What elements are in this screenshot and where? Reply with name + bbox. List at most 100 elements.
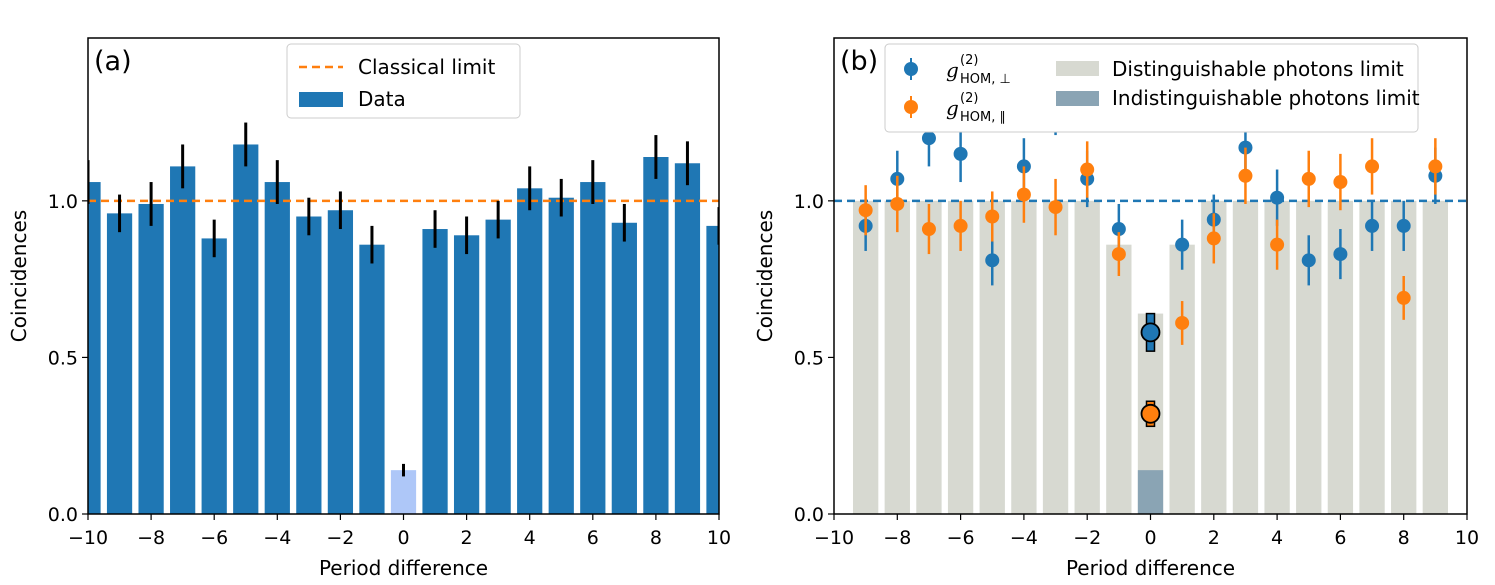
legend-par-symbol: g bbox=[946, 96, 959, 120]
bar bbox=[706, 225, 719, 514]
bar bbox=[611, 222, 637, 514]
point-perp bbox=[921, 131, 936, 146]
panel-b-legend-box bbox=[884, 43, 1419, 133]
bar bbox=[674, 163, 701, 514]
panel-b-x-axis-label: Period difference bbox=[1066, 556, 1235, 580]
distinguishable-limit-bar bbox=[1169, 244, 1195, 514]
panel-a-label: (a) bbox=[94, 46, 132, 77]
legend-distinguishable-swatch bbox=[1056, 61, 1099, 76]
point-par bbox=[985, 209, 1000, 224]
a-x-tick-label: −6 bbox=[200, 527, 228, 549]
panel-a: −10 −8 −6 −4 −2 0 2 4 6 8 10 0.0 0.5 1.0 (a) Period d… bbox=[7, 37, 731, 580]
b-x-tick-label: 0 bbox=[1144, 527, 1156, 549]
bar bbox=[327, 210, 354, 514]
bar bbox=[517, 188, 543, 514]
a-x-tick-label: 0 bbox=[397, 527, 409, 549]
point-perp bbox=[985, 253, 1000, 268]
distinguishable-limit-bar bbox=[852, 200, 879, 514]
point-par bbox=[1333, 175, 1348, 190]
a-x-tick-label: 2 bbox=[461, 527, 473, 549]
legend-perp-superscript: (2) bbox=[960, 53, 978, 68]
b-y-tick-label: 0.0 bbox=[794, 504, 824, 526]
point-par bbox=[1365, 159, 1380, 174]
bar bbox=[201, 238, 227, 514]
b-x-tick-label: 2 bbox=[1208, 527, 1220, 549]
point-perp bbox=[1365, 218, 1380, 233]
b-x-tick-label: −10 bbox=[814, 527, 854, 549]
point-par bbox=[1270, 237, 1285, 252]
panel-b-plot-area bbox=[834, 78, 1467, 514]
point-par bbox=[1140, 403, 1161, 424]
point-perp bbox=[1175, 237, 1190, 252]
distinguishable-limit-bar bbox=[1359, 200, 1385, 514]
legend-distinguishable-label: Distinguishable photons limit bbox=[1112, 57, 1404, 81]
panel-a-plot-area bbox=[88, 122, 719, 514]
legend-par-marker bbox=[904, 100, 918, 114]
panel-a-frame bbox=[87, 37, 720, 515]
legend-indistinguishable-label: Indistinguishable photons limit bbox=[1112, 86, 1420, 110]
panel-a-marks bbox=[88, 122, 719, 514]
b-x-tick-label: −4 bbox=[1010, 527, 1038, 549]
point-perp bbox=[1396, 218, 1411, 233]
distinguishable-limit-bar bbox=[884, 200, 910, 514]
bar bbox=[643, 157, 669, 514]
a-x-tick-label: −2 bbox=[326, 527, 354, 549]
legend-perp-subscript: HOM, ⊥ bbox=[960, 72, 1011, 87]
panel-a-ticks: −10 −8 −6 −4 −2 0 2 4 6 8 10 0.0 0.5 1.0 bbox=[48, 191, 731, 549]
bar bbox=[88, 182, 101, 514]
legend-par-subscript: HOM, ∥ bbox=[960, 110, 1006, 125]
b-y-tick-label: 1.0 bbox=[794, 191, 824, 213]
panel-b-ticks: −10 −8 −6 −4 −2 0 2 4 6 8 10 0.0 0.5 1.0 bbox=[794, 191, 1479, 549]
panel-a-x-axis-label: Period difference bbox=[319, 556, 488, 580]
distinguishable-limit-bar bbox=[1232, 200, 1259, 514]
a-y-tick-label: 1.0 bbox=[48, 191, 78, 213]
point-par bbox=[1428, 159, 1443, 174]
point-perp bbox=[953, 146, 968, 161]
point-par bbox=[858, 203, 873, 218]
bar bbox=[390, 470, 417, 514]
a-x-tick-label: 6 bbox=[587, 527, 599, 549]
distinguishable-limit-bar bbox=[1106, 244, 1132, 514]
legend-data-label: Data bbox=[358, 87, 406, 111]
panel-b: −10 −8 −6 −4 −2 0 2 4 6 8 10 0.0 0.5 1.0 (b) Period d… bbox=[753, 37, 1479, 580]
indistinguishable-limit-bar bbox=[1137, 470, 1164, 514]
b-y-tick-label: 0.5 bbox=[794, 347, 824, 369]
distinguishable-limit-bar bbox=[1074, 200, 1100, 514]
point-par bbox=[890, 196, 905, 211]
distinguishable-limit-bar bbox=[1391, 200, 1417, 514]
point-par bbox=[1175, 315, 1190, 330]
point-par bbox=[1111, 247, 1126, 262]
bar bbox=[138, 203, 164, 514]
panel-b-frame bbox=[833, 37, 1468, 515]
a-x-tick-label: 10 bbox=[707, 527, 731, 549]
panel-b-label: (b) bbox=[840, 46, 878, 77]
b-x-tick-label: 4 bbox=[1271, 527, 1283, 549]
point-perp bbox=[1111, 222, 1126, 237]
point-par bbox=[1016, 187, 1031, 202]
distinguishable-limit-bar bbox=[1422, 200, 1449, 514]
point-perp bbox=[1301, 253, 1316, 268]
bar bbox=[359, 244, 385, 514]
b-x-tick-label: 6 bbox=[1334, 527, 1346, 549]
a-x-tick-label: −8 bbox=[137, 527, 165, 549]
legend-classical-limit-label: Classical limit bbox=[358, 55, 495, 79]
legend-perp-symbol: g bbox=[946, 58, 959, 82]
distinguishable-limit-bar bbox=[1042, 200, 1069, 514]
legend-perp-marker bbox=[904, 62, 918, 76]
point-perp bbox=[1333, 247, 1348, 262]
bar bbox=[422, 229, 448, 514]
panel-a-legend: Classical limit Data bbox=[286, 43, 521, 119]
b-x-tick-label: −2 bbox=[1073, 527, 1101, 549]
point-par bbox=[1301, 171, 1316, 186]
point-perp bbox=[1270, 190, 1285, 205]
a-x-tick-label: −4 bbox=[263, 527, 291, 549]
bar bbox=[170, 166, 196, 514]
bar bbox=[296, 216, 322, 514]
panel-a-legend-box bbox=[286, 43, 521, 119]
bar bbox=[580, 182, 606, 514]
b-x-tick-label: −8 bbox=[883, 527, 911, 549]
distinguishable-limit-bar bbox=[1011, 200, 1037, 514]
b-x-tick-label: 10 bbox=[1455, 527, 1479, 549]
a-x-tick-label: −10 bbox=[68, 527, 108, 549]
